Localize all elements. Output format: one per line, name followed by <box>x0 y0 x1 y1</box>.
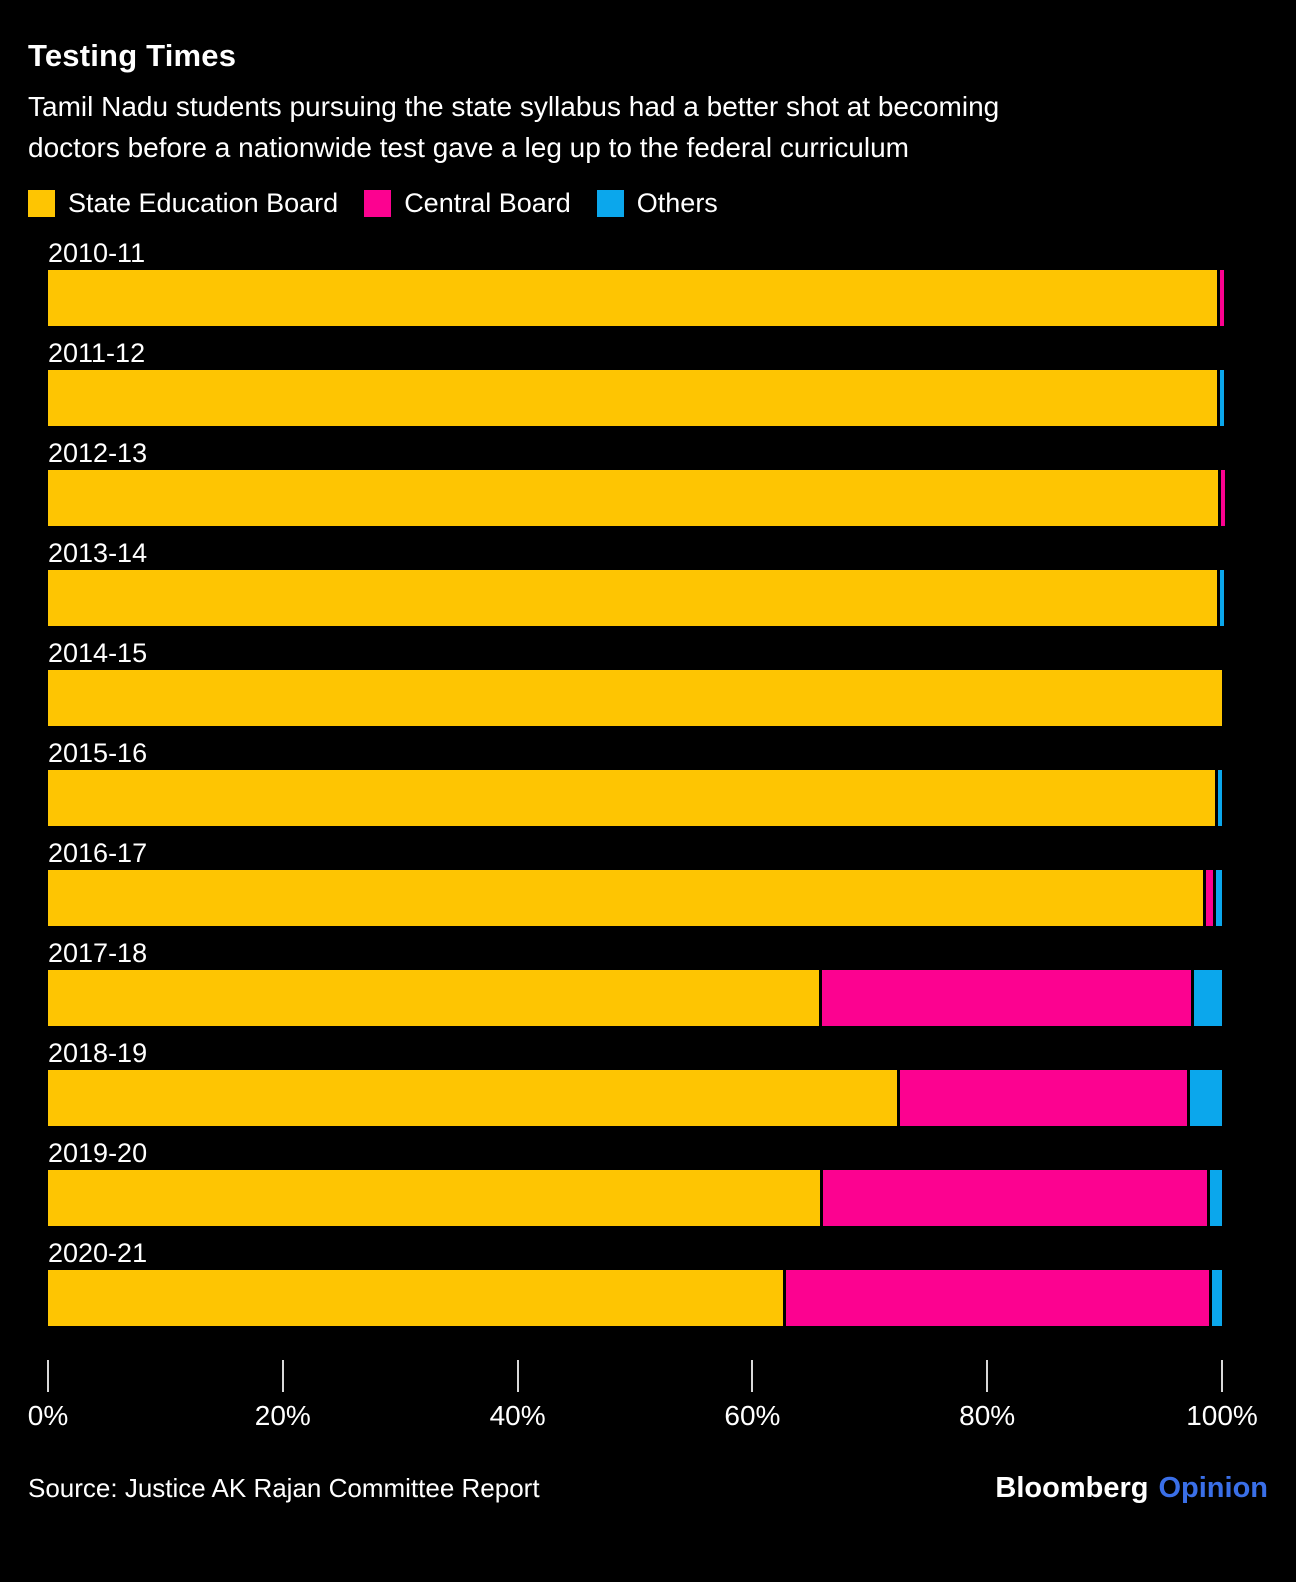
axis-tick-label: 60% <box>724 1400 781 1431</box>
chart-title: Testing Times <box>28 38 237 73</box>
bar-segment-central-board <box>1221 470 1226 526</box>
bar-row: 2011-12 <box>48 338 1296 426</box>
legend-label: State Education Board <box>68 187 339 218</box>
bar-track <box>48 970 1222 1026</box>
footer: Source: Justice AK Rajan Committee Repor… <box>0 1472 1296 1505</box>
bar-track <box>48 570 1225 626</box>
bloomberg-wordmark: Bloomberg <box>995 1472 1149 1504</box>
bar-segment-state-education-board <box>48 970 820 1026</box>
axis-tick <box>751 1360 754 1392</box>
bar-segment-central-board <box>1206 870 1213 926</box>
bar-segment-state-education-board <box>48 870 1204 926</box>
bar-track <box>48 470 1226 526</box>
axis-tick <box>47 1360 49 1392</box>
category-label: 2010-11 <box>48 238 146 268</box>
axis-tick-label: 20% <box>254 1400 311 1431</box>
axis-tick <box>516 1360 519 1392</box>
bar-segment-others <box>1189 1070 1222 1126</box>
category-label: 2015-16 <box>48 738 148 768</box>
x-axis: 0% 20% 40% 60% 80% 100% <box>28 1360 1258 1431</box>
legend-item-central-board: Central Board <box>364 188 571 219</box>
bar-segment-others <box>1217 770 1222 826</box>
bar-segment-central-board <box>823 1170 1207 1226</box>
legend-label: Others <box>636 187 718 218</box>
bar-row: 2015-16 <box>48 738 1296 826</box>
bar-segment-state-education-board <box>48 370 1218 426</box>
bar-segment-others <box>1220 570 1225 626</box>
chart-header: Testing Times Tamil Nadu students pursui… <box>0 0 1296 168</box>
chart-subtitle: Tamil Nadu students pursuing the state s… <box>28 91 1000 163</box>
bar-track <box>48 770 1222 826</box>
bar-row: 2014-15 <box>48 638 1296 726</box>
axis-tick <box>281 1360 284 1392</box>
bar-segment-others <box>1220 370 1225 426</box>
bar-row: 2016-17 <box>48 838 1296 926</box>
category-label: 2012-13 <box>48 438 148 468</box>
category-label: 2014-15 <box>48 638 148 668</box>
legend-item-others: Others <box>596 187 718 219</box>
bar-segment-central-board <box>899 1070 1187 1126</box>
bar-segment-others <box>1209 1170 1222 1226</box>
bar-segment-state-education-board <box>48 470 1219 526</box>
category-label: 2013-14 <box>48 538 148 568</box>
legend: State Education Board Central Board Others <box>28 188 1296 218</box>
bar-segment-central-board <box>785 1270 1210 1326</box>
brand-logo: Bloomberg Opinion <box>995 1472 1268 1505</box>
bar-row: 2020-21 <box>48 1238 1296 1326</box>
bar-track <box>48 670 1222 726</box>
bar-segment-state-education-board <box>48 670 1222 726</box>
axis-tick-label: 40% <box>489 1400 546 1431</box>
bar-segment-others <box>1212 1270 1222 1326</box>
legend-swatch-others <box>596 189 624 217</box>
axis-tick-label: 100% <box>1186 1400 1258 1431</box>
bar-segment-state-education-board <box>48 1270 783 1326</box>
source-note: Source: Justice AK Rajan Committee Repor… <box>28 1473 540 1503</box>
category-label: 2011-12 <box>48 338 146 368</box>
bar-row: 2018-19 <box>48 1038 1296 1126</box>
bar-row: 2010-11 <box>48 238 1296 326</box>
bar-segment-central-board <box>822 970 1192 1026</box>
legend-label: Central Board <box>404 187 571 218</box>
legend-swatch-state-education-board <box>28 189 55 217</box>
axis-tick-label: 0% <box>27 1400 69 1431</box>
bar-track <box>48 1070 1222 1126</box>
bar-row: 2019-20 <box>48 1138 1296 1226</box>
legend-item-state-education-board: State Education Board <box>28 188 338 219</box>
bar-segment-central-board <box>1220 270 1225 326</box>
axis-tick-label: 80% <box>959 1400 1016 1431</box>
bar-track <box>48 370 1225 426</box>
bar-track <box>48 870 1222 926</box>
bar-segment-state-education-board <box>48 1170 821 1226</box>
category-label: 2016-17 <box>48 838 148 868</box>
bar-row: 2017-18 <box>48 938 1296 1026</box>
bar-segment-state-education-board <box>48 770 1215 826</box>
bar-row: 2012-13 <box>48 438 1296 526</box>
axis-tick <box>1221 1360 1223 1392</box>
bar-track <box>48 1170 1222 1226</box>
bar-segment-state-education-board <box>48 570 1218 626</box>
opinion-wordmark: Opinion <box>1158 1472 1268 1504</box>
category-label: 2017-18 <box>48 938 148 968</box>
bar-row: 2013-14 <box>48 538 1296 626</box>
bar-segment-state-education-board <box>48 1070 897 1126</box>
bar-segment-others <box>1215 870 1222 926</box>
axis-tick <box>986 1360 989 1392</box>
category-label: 2018-19 <box>48 1038 148 1068</box>
category-label: 2019-20 <box>48 1138 148 1168</box>
bar-track <box>48 270 1225 326</box>
bar-segment-state-education-board <box>48 270 1218 326</box>
stacked-bar-chart: 2010-11 2011-12 2012-13 2013-14 2014-15 2015-… <box>48 238 1296 1326</box>
legend-swatch-central-board <box>364 189 392 217</box>
bar-segment-others <box>1194 970 1222 1026</box>
category-label: 2020-21 <box>48 1238 148 1268</box>
bar-track <box>48 1270 1222 1326</box>
